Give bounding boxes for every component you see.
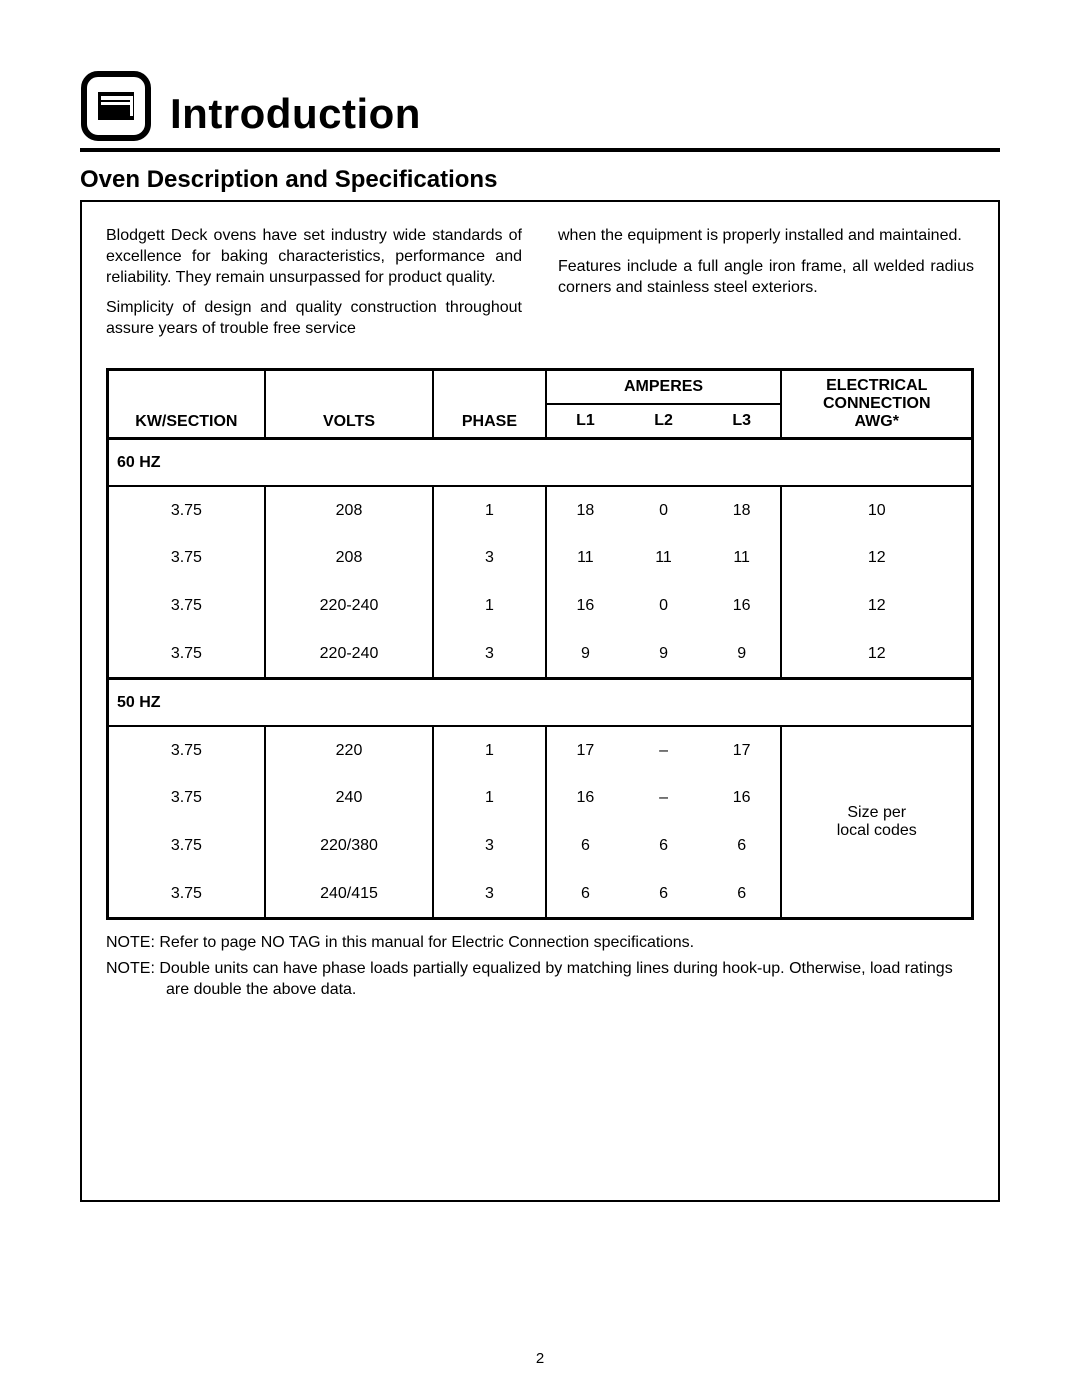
intro-columns: Blodgett Deck ovens have set industry wi… bbox=[106, 226, 974, 350]
note-text: NOTE: Double units can have phase loads … bbox=[106, 958, 974, 1001]
page: Introduction Oven Description and Specif… bbox=[0, 0, 1080, 1397]
cell-kw: 3.75 bbox=[108, 822, 265, 870]
section-subtitle: Oven Description and Specifications bbox=[80, 166, 1000, 194]
cell-kw: 3.75 bbox=[108, 630, 265, 678]
cell-l2: 0 bbox=[624, 582, 703, 630]
col-header-volts: VOLTS bbox=[265, 369, 434, 438]
page-number: 2 bbox=[0, 1350, 1080, 1367]
table-row: 3.75 220 1 17 – 17 Size per local codes bbox=[108, 726, 973, 774]
oven-icon bbox=[80, 70, 152, 142]
notes: NOTE: Refer to page NO TAG in this manua… bbox=[106, 932, 974, 1001]
cell-awg: 12 bbox=[781, 582, 972, 630]
cell-l1: 16 bbox=[546, 774, 625, 822]
section-row-50hz: 50 HZ bbox=[108, 678, 973, 726]
cell-phase: 3 bbox=[433, 534, 545, 582]
section-label: 60 HZ bbox=[108, 438, 973, 486]
cell-l3: 17 bbox=[703, 726, 782, 774]
table-row: 3.75 220-240 3 9 9 9 12 bbox=[108, 630, 973, 678]
cell-l1: 11 bbox=[546, 534, 625, 582]
cell-phase: 3 bbox=[433, 822, 545, 870]
cell-kw: 3.75 bbox=[108, 726, 265, 774]
cell-phase: 1 bbox=[433, 582, 545, 630]
spec-table: KW/SECTION VOLTS PHASE AMPERES ELECTRICA… bbox=[106, 368, 974, 920]
content-box: Blodgett Deck ovens have set industry wi… bbox=[80, 202, 1000, 1202]
awg-merged-label: local codes bbox=[837, 822, 917, 839]
cell-l2: 9 bbox=[624, 630, 703, 678]
cell-l2: 11 bbox=[624, 534, 703, 582]
awg-label: AWG* bbox=[855, 413, 899, 430]
intro-right-column: when the equipment is properly installed… bbox=[558, 226, 974, 350]
cell-l3: 11 bbox=[703, 534, 782, 582]
cell-volts: 240/415 bbox=[265, 870, 434, 918]
cell-l1: 6 bbox=[546, 822, 625, 870]
col-header-phase: PHASE bbox=[433, 369, 545, 438]
cell-l1: 6 bbox=[546, 870, 625, 918]
cell-volts: 208 bbox=[265, 486, 434, 534]
cell-awg: 12 bbox=[781, 630, 972, 678]
cell-l3: 18 bbox=[703, 486, 782, 534]
awg-label: CONNECTION bbox=[823, 395, 931, 412]
note-text: NOTE: Refer to page NO TAG in this manua… bbox=[106, 932, 974, 954]
cell-l1: 18 bbox=[546, 486, 625, 534]
col-header-l3: L3 bbox=[703, 404, 782, 439]
col-header-l1: L1 bbox=[546, 404, 625, 439]
cell-kw: 3.75 bbox=[108, 774, 265, 822]
cell-l2: 6 bbox=[624, 822, 703, 870]
cell-volts: 220-240 bbox=[265, 630, 434, 678]
cell-l1: 16 bbox=[546, 582, 625, 630]
cell-l3: 6 bbox=[703, 822, 782, 870]
cell-phase: 1 bbox=[433, 774, 545, 822]
cell-phase: 1 bbox=[433, 726, 545, 774]
cell-kw: 3.75 bbox=[108, 486, 265, 534]
cell-l2: – bbox=[624, 774, 703, 822]
col-header-l2: L2 bbox=[624, 404, 703, 439]
awg-label: ELECTRICAL bbox=[826, 377, 927, 394]
intro-paragraph: when the equipment is properly installed… bbox=[558, 226, 974, 247]
intro-left-column: Blodgett Deck ovens have set industry wi… bbox=[106, 226, 522, 350]
page-title: Introduction bbox=[170, 90, 421, 142]
table-row: 3.75 208 3 11 11 11 12 bbox=[108, 534, 973, 582]
cell-phase: 3 bbox=[433, 870, 545, 918]
cell-l3: 16 bbox=[703, 774, 782, 822]
col-header-awg: ELECTRICAL CONNECTION AWG* bbox=[781, 369, 972, 438]
intro-paragraph: Blodgett Deck ovens have set industry wi… bbox=[106, 226, 522, 288]
intro-paragraph: Features include a full angle iron frame… bbox=[558, 257, 974, 299]
cell-kw: 3.75 bbox=[108, 870, 265, 918]
cell-phase: 1 bbox=[433, 486, 545, 534]
cell-volts: 208 bbox=[265, 534, 434, 582]
cell-awg: 12 bbox=[781, 534, 972, 582]
intro-paragraph: Simplicity of design and quality constru… bbox=[106, 298, 522, 340]
col-header-amperes: AMPERES bbox=[546, 369, 782, 404]
cell-l3: 16 bbox=[703, 582, 782, 630]
cell-volts: 240 bbox=[265, 774, 434, 822]
section-label: 50 HZ bbox=[108, 678, 973, 726]
cell-awg: 10 bbox=[781, 486, 972, 534]
cell-volts: 220 bbox=[265, 726, 434, 774]
table-header: KW/SECTION VOLTS PHASE AMPERES ELECTRICA… bbox=[108, 369, 973, 438]
header: Introduction bbox=[80, 70, 1000, 142]
col-header-kw: KW/SECTION bbox=[108, 369, 265, 438]
cell-phase: 3 bbox=[433, 630, 545, 678]
awg-merged-label: Size per bbox=[847, 804, 906, 821]
cell-l3: 9 bbox=[703, 630, 782, 678]
cell-l1: 17 bbox=[546, 726, 625, 774]
cell-kw: 3.75 bbox=[108, 534, 265, 582]
section-row-60hz: 60 HZ bbox=[108, 438, 973, 486]
cell-awg-merged: Size per local codes bbox=[781, 726, 972, 918]
table-row: 3.75 220-240 1 16 0 16 12 bbox=[108, 582, 973, 630]
cell-l3: 6 bbox=[703, 870, 782, 918]
cell-volts: 220-240 bbox=[265, 582, 434, 630]
cell-kw: 3.75 bbox=[108, 582, 265, 630]
cell-l2: – bbox=[624, 726, 703, 774]
cell-l2: 6 bbox=[624, 870, 703, 918]
cell-l2: 0 bbox=[624, 486, 703, 534]
cell-l1: 9 bbox=[546, 630, 625, 678]
cell-volts: 220/380 bbox=[265, 822, 434, 870]
title-rule bbox=[80, 148, 1000, 152]
table-row: 3.75 208 1 18 0 18 10 bbox=[108, 486, 973, 534]
